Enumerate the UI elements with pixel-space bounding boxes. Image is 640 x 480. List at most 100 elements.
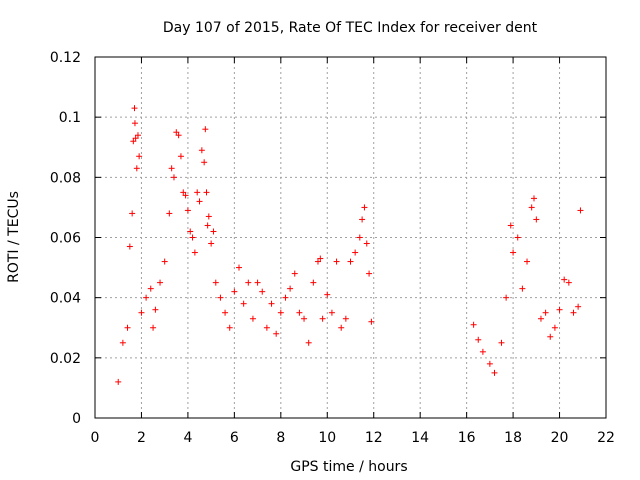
data-point	[328, 309, 335, 316]
data-point	[131, 120, 138, 127]
data-point	[166, 210, 173, 217]
data-points	[115, 105, 584, 385]
data-point	[359, 216, 366, 223]
data-point	[551, 324, 558, 331]
data-point	[136, 153, 143, 160]
y-tick-label: 0.02	[50, 351, 81, 367]
data-point	[208, 240, 215, 247]
data-point	[249, 315, 256, 322]
data-point	[263, 324, 270, 331]
data-point	[547, 333, 554, 340]
data-point	[361, 204, 368, 211]
data-point	[119, 339, 126, 346]
data-point	[338, 324, 345, 331]
data-point	[132, 135, 139, 142]
data-point	[570, 309, 577, 316]
data-point	[542, 309, 549, 316]
data-point	[363, 240, 370, 247]
data-point	[131, 105, 138, 112]
data-point	[565, 279, 572, 286]
data-point	[147, 285, 154, 292]
data-point	[150, 324, 157, 331]
data-point	[184, 207, 191, 214]
data-point	[157, 279, 164, 286]
data-point	[217, 294, 224, 301]
data-point	[301, 315, 308, 322]
grid-lines	[95, 57, 606, 418]
y-tick-label: 0	[72, 411, 81, 427]
data-point	[226, 324, 233, 331]
data-point	[222, 309, 229, 316]
data-point	[356, 234, 363, 241]
data-point	[486, 360, 493, 367]
data-point	[319, 315, 326, 322]
x-tick-label: 14	[411, 430, 429, 446]
x-tick-label: 6	[230, 430, 239, 446]
data-point	[282, 294, 289, 301]
data-point	[126, 243, 133, 250]
data-point	[556, 306, 563, 313]
x-tick-label: 4	[183, 430, 192, 446]
data-point	[130, 138, 137, 145]
data-point	[287, 285, 294, 292]
data-point	[305, 339, 312, 346]
x-tick-label: 18	[504, 430, 522, 446]
x-tick-label: 20	[551, 430, 569, 446]
data-point	[245, 279, 252, 286]
data-point	[194, 189, 201, 196]
data-point	[129, 210, 136, 217]
data-point	[201, 159, 208, 166]
x-tick-label: 2	[137, 430, 146, 446]
data-point	[134, 132, 141, 139]
data-point	[491, 369, 498, 376]
data-point	[115, 378, 122, 385]
data-point	[138, 309, 145, 316]
data-point	[333, 258, 340, 265]
data-point	[514, 234, 521, 241]
x-tick-label: 8	[276, 430, 285, 446]
y-tick-label: 0.12	[50, 50, 81, 66]
data-point	[203, 189, 210, 196]
data-point	[310, 279, 317, 286]
y-axis-label: ROTI / TECUs	[6, 191, 22, 283]
data-point	[204, 222, 211, 229]
data-point	[503, 294, 510, 301]
data-point	[205, 213, 212, 220]
data-point	[296, 309, 303, 316]
data-point	[254, 279, 261, 286]
data-point	[196, 198, 203, 205]
data-point	[182, 192, 189, 199]
data-point	[533, 216, 540, 223]
data-point	[273, 330, 280, 337]
data-point	[317, 255, 324, 262]
data-point	[277, 309, 284, 316]
data-point	[170, 174, 177, 181]
data-point	[507, 222, 514, 229]
chart-title: Day 107 of 2015, Rate Of TEC Index for r…	[163, 20, 538, 36]
data-point	[202, 126, 209, 133]
data-point	[168, 165, 175, 172]
data-point	[342, 315, 349, 322]
data-point	[314, 258, 321, 265]
data-point	[575, 303, 582, 310]
data-point	[561, 276, 568, 283]
data-point	[236, 264, 243, 271]
data-point	[366, 270, 373, 277]
y-tick-label: 0.06	[50, 231, 81, 247]
data-point	[528, 204, 535, 211]
data-point	[212, 279, 219, 286]
x-tick-label: 0	[91, 430, 100, 446]
data-point	[191, 249, 198, 256]
data-point	[530, 195, 537, 202]
x-tick-label: 12	[365, 430, 383, 446]
data-point	[180, 189, 187, 196]
y-tick-label: 0.1	[59, 110, 81, 126]
data-point	[231, 288, 238, 295]
data-point	[124, 324, 131, 331]
y-tick-label: 0.08	[50, 170, 81, 186]
data-point	[198, 147, 205, 154]
data-point	[187, 228, 194, 235]
data-point	[177, 153, 184, 160]
axis-ticks: 0 2 4 6 8 10 12 14 16 18 20 22 0 0.02 0.04 0.06 0.08 0.1 0…	[50, 50, 615, 446]
data-point	[577, 207, 584, 214]
